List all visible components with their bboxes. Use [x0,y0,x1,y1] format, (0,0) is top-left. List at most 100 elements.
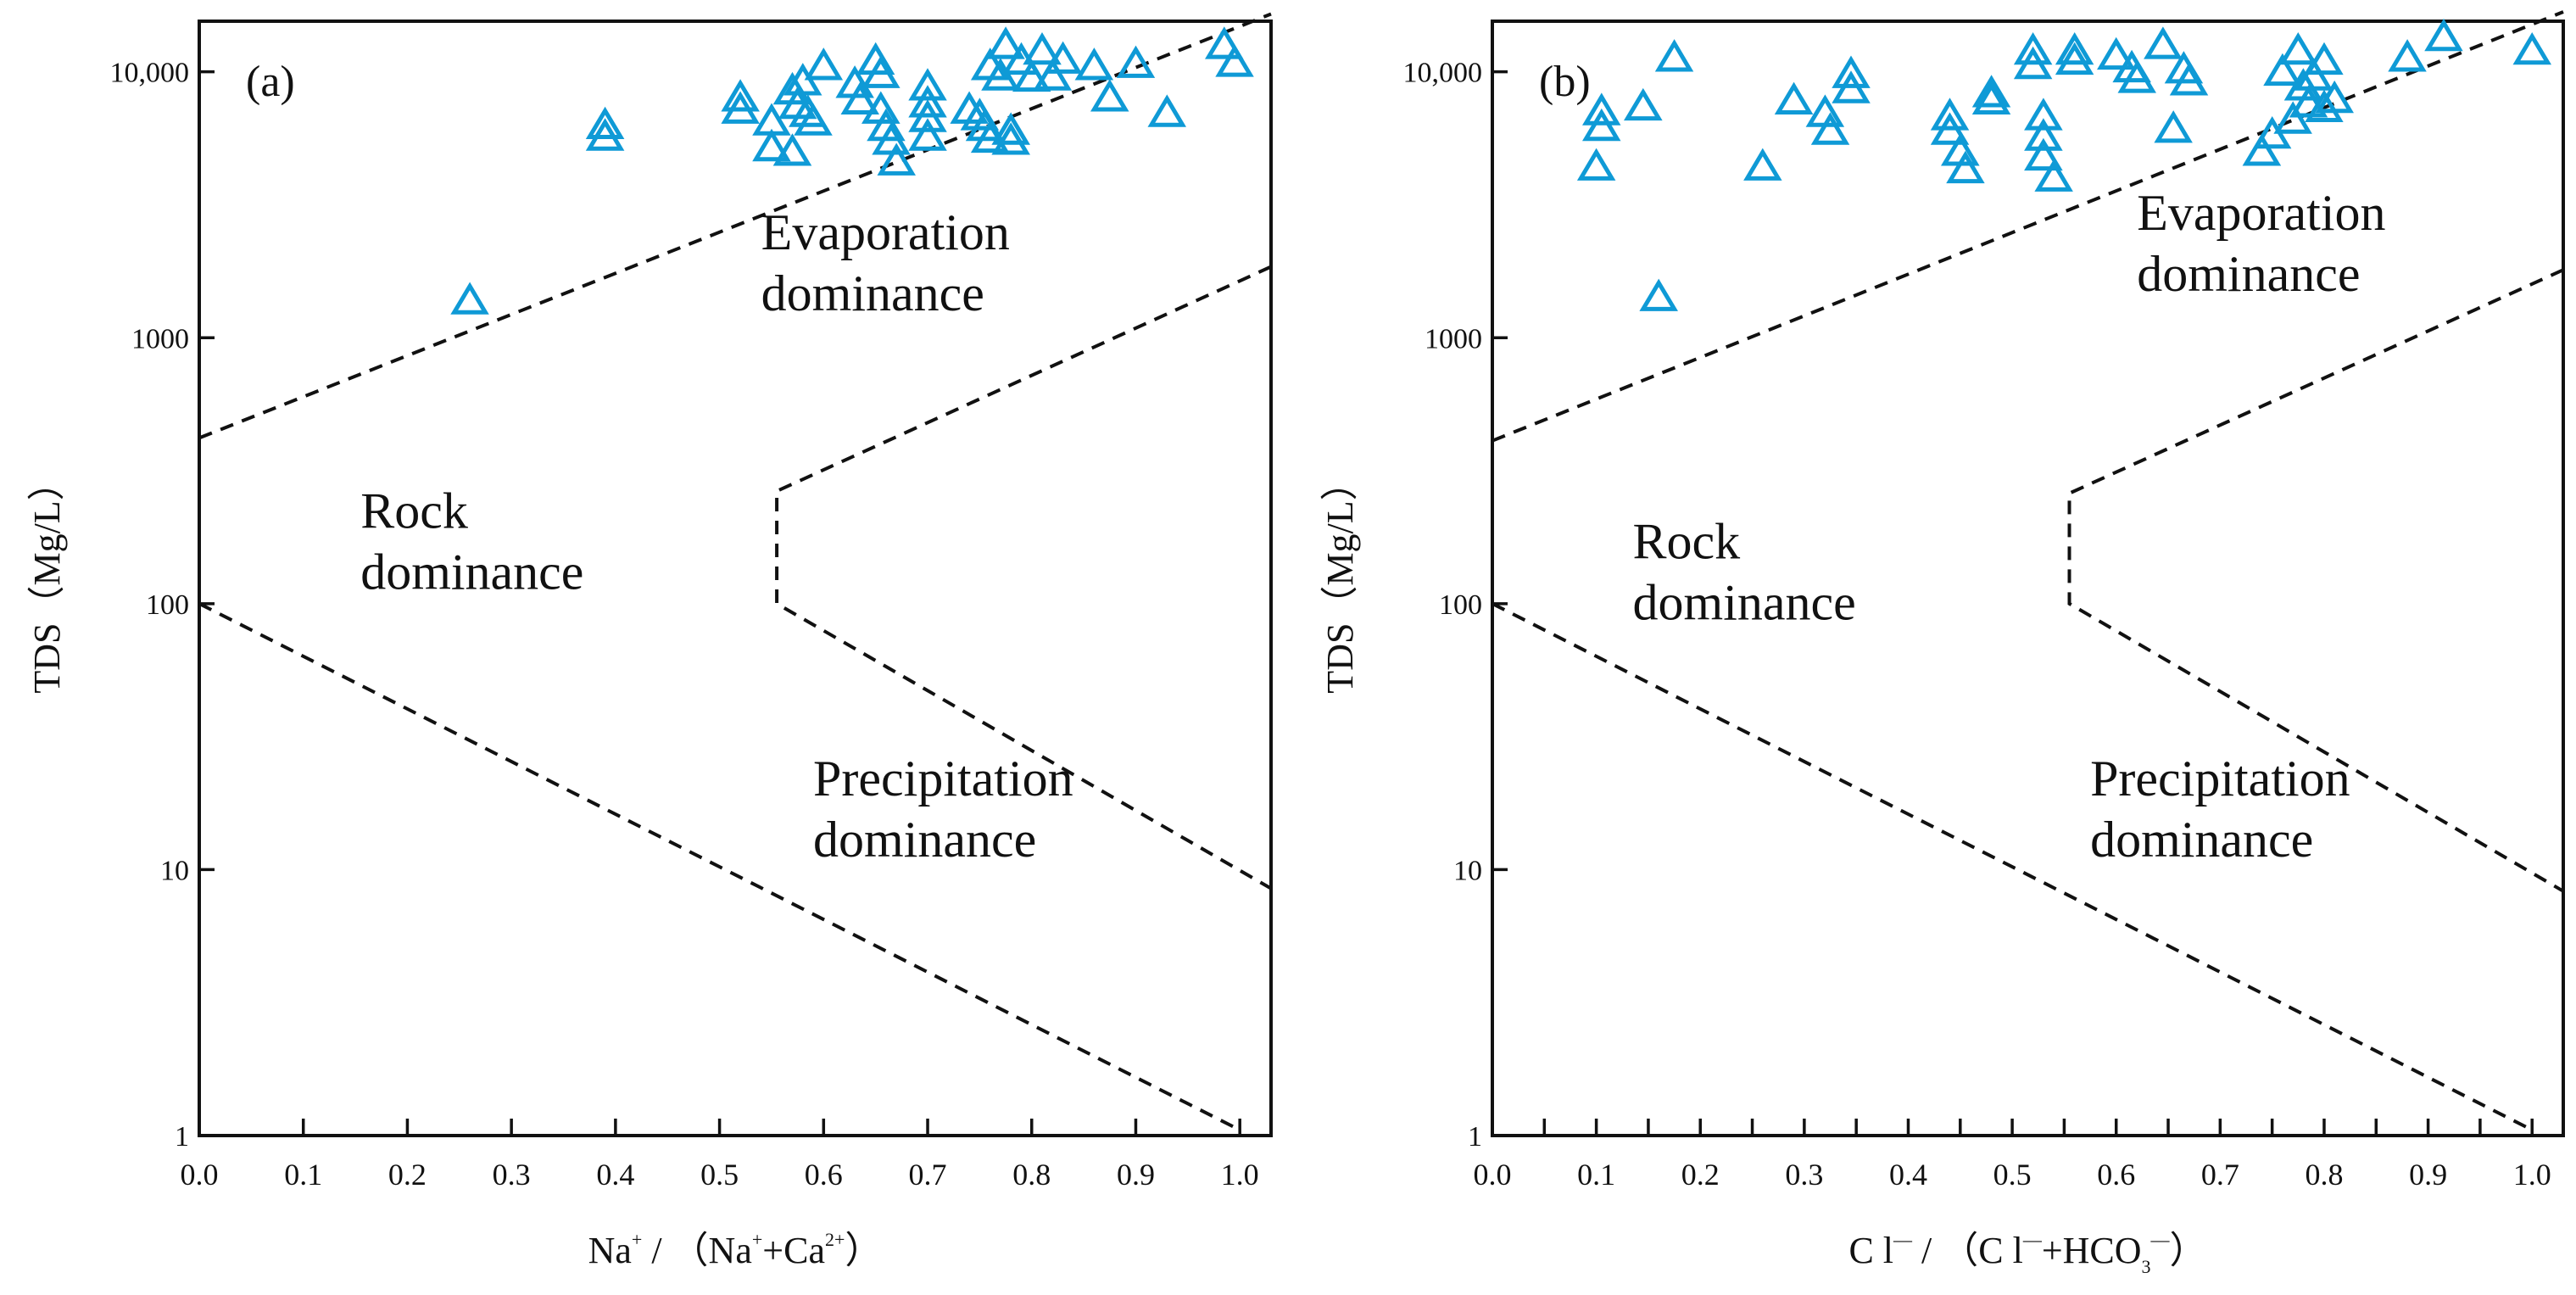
region-label-line: dominance [761,265,984,321]
data-point-triangle [1582,108,1621,142]
y-axis-title: TDS（Mg/L） [26,463,68,693]
data-point-triangle [2388,39,2427,72]
x-axis-title-part: — [2022,1229,2043,1250]
y-tick-label: 100 [1439,589,1482,621]
region-label-line: dominance [1633,574,1856,630]
region-label: Precipitation dominance [813,751,1073,868]
data-point-triangle [1774,81,1814,114]
data-point-triangle [981,58,1020,91]
data-point-triangle [2024,137,2063,171]
x-axis-title-part: / （C l [1912,1230,2023,1271]
data-point-triangle [1576,148,1616,181]
region-label-line: Rock [1633,513,1741,569]
region-label-line: Evaporation [2137,185,2385,241]
data-point-triangle [1012,59,1051,92]
data-point-triangle [1971,81,2011,114]
data-point-triangle [450,282,489,315]
data-point-triangle [1624,87,1663,121]
data-point-triangle [908,85,947,118]
data-point-triangle [721,91,760,124]
region-label: Rock dominance [1633,513,1856,630]
x-tick-label: 0.3 [1785,1158,1823,1192]
data-point-triangle [2273,101,2312,134]
data-point-triangle [1832,55,1871,88]
region-label-line: dominance [360,544,583,600]
data-point-triangle [1116,45,1156,78]
data-point-triangle [1930,112,1970,145]
data-point-triangle [2144,26,2183,59]
data-point-triangle [752,128,791,162]
x-tick-label: 0.6 [805,1158,843,1192]
x-tick-label: 0.7 [2201,1158,2239,1192]
data-point-triangle [1930,98,1970,131]
x-axis-title-part: + [752,1229,762,1250]
data-point-triangle [1215,44,1254,77]
data-point-triangle [861,55,900,88]
data-point-triangle [2512,32,2551,65]
data-point-triangle [585,106,625,139]
x-tick-label: 0.8 [2305,1158,2343,1192]
data-point-triangle [2055,42,2094,75]
data-point-triangle [908,68,947,101]
data-point-triangle [2154,110,2193,143]
data-point-triangle [2305,42,2344,75]
x-axis-title-part: — [2150,1229,2171,1250]
data-point-triangle [2424,18,2463,52]
data-point-triangle [2097,36,2136,70]
data-point-triangle [2294,58,2333,91]
upper-boundary-line [1492,10,2564,443]
data-point-triangle [908,118,947,151]
data-point-triangle [2242,133,2282,166]
upper-boundary-line [198,12,1272,440]
y-tick-label: 10 [160,855,189,886]
lower-boundary-line [198,602,1241,1132]
data-point-triangle [877,142,916,176]
data-point-triangle [2278,32,2318,65]
x-tick-label: 0.9 [2409,1158,2447,1192]
lower-boundary-line [1492,602,2534,1132]
y-tick-label: 10,000 [1403,58,1483,89]
data-point-triangle [2013,32,2053,65]
data-point-triangle [1074,47,1114,81]
data-point-triangle [585,118,625,151]
x-axis-title-part: 3 [2142,1256,2151,1277]
x-axis-title: C l— / （C l—+HCO3—） [1848,1229,2206,1277]
x-tick-label: 0.3 [493,1158,531,1192]
plot-frame [1491,20,2565,1137]
data-point-triangle [2305,89,2344,122]
data-point-triangle [2117,60,2156,93]
region-label-line: Precipitation [2090,751,2350,807]
x-tick-label: 1.0 [2513,1158,2551,1192]
region-label-line: Rock [360,483,468,539]
x-axis-title: Na+ / （Na++Ca2+） [588,1229,883,1271]
panel-label: (b) [1539,58,1591,106]
x-axis-title-part: +HCO [2042,1230,2142,1271]
region-label-line: Precipitation [813,751,1073,807]
panel-label: (a) [246,58,295,106]
data-point-triangle [991,112,1030,145]
x-tick-label: 0.5 [700,1158,739,1192]
data-point-triangle [1654,39,1694,72]
region-label: Evaporation dominance [761,204,1010,321]
data-point-triangle [1946,150,1985,184]
region-label: Rock dominance [360,483,583,600]
x-tick-label: 0.1 [284,1158,322,1192]
y-tick-label: 10 [1453,855,1482,886]
data-point-triangle [986,26,1025,59]
x-axis-title-part: +Ca [762,1230,825,1271]
x-axis-title-part: / （Na [642,1230,752,1271]
middle-boundary-line [775,265,1272,890]
data-point-triangle [2315,80,2354,114]
y-axis-title: TDS（Mg/L） [1319,463,1361,693]
y-tick-label: 10,000 [110,58,190,89]
data-point-triangle [804,47,844,81]
data-point-triangle [1810,112,1850,145]
data-point-triangle [908,99,947,132]
x-tick-label: 0.8 [1012,1158,1051,1192]
data-point-triangle [1147,94,1186,127]
region-label-line: Evaporation [761,204,1010,260]
x-axis-title-part: C l [1848,1230,1893,1271]
x-axis-title-part: — [1893,1229,1913,1250]
y-tick-label: 1 [1468,1121,1482,1153]
